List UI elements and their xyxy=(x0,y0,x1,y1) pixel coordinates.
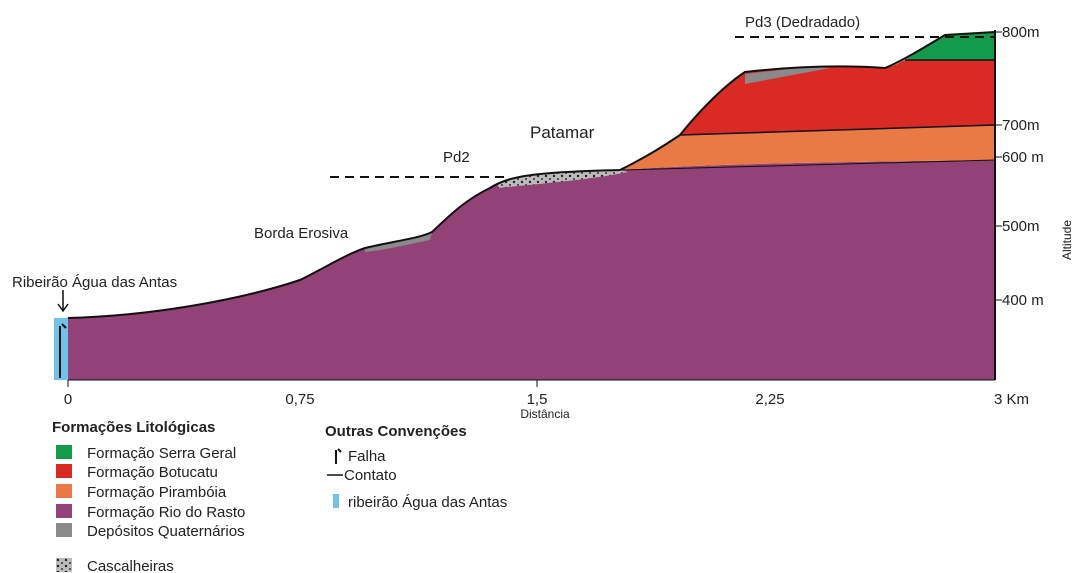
diagram: Pd3 (Dedradado) Patamar Pd2 Borda Erosiv… xyxy=(0,0,1075,573)
x-tick-label: 1,5 xyxy=(527,391,548,408)
river-icon xyxy=(333,494,339,508)
x-tick-label: 2,25 xyxy=(755,391,784,408)
annotation: Pd2 xyxy=(443,149,470,166)
legend-title: Outras Convenções xyxy=(325,423,467,440)
x-tick-label: 0 xyxy=(64,391,72,408)
legend-swatch xyxy=(56,464,72,478)
altitude-axis-label: Altitude xyxy=(1060,220,1074,260)
legend-label: Depósitos Quaternários xyxy=(87,523,245,540)
altitude-tick-label: 800m xyxy=(1002,24,1040,41)
x-tick-label: 3 Km xyxy=(994,391,1029,408)
x-axis-label: Distância xyxy=(520,407,570,421)
rio-do-rasto-layer xyxy=(68,160,995,380)
legend-swatch xyxy=(56,445,72,459)
legend-label: Formação Pirambóia xyxy=(87,484,227,501)
body: {"annotations": {"pd3": "Pd3 (Dedradado)… xyxy=(0,0,1075,573)
legend-title: Formações Litológicas xyxy=(52,419,215,436)
legend-formations: Formações Litológicas Formação Serra Ger… xyxy=(52,419,245,573)
legend-label: Cascalheiras xyxy=(87,558,174,573)
legend-label: Formação Rio do Rasto xyxy=(87,504,245,521)
altitude-tick-label: 400 m xyxy=(1002,292,1044,309)
fault-icon xyxy=(336,449,341,464)
legend-label: Falha xyxy=(348,448,386,465)
altitude-tick-label: 700m xyxy=(1002,117,1040,134)
arrow xyxy=(58,290,68,311)
annotation: Borda Erosiva xyxy=(254,225,349,242)
altitude-tick-label: 500m xyxy=(1002,218,1040,235)
x-axis: 0 0,75 1,5 2,25 3 Km Distância xyxy=(64,380,1029,421)
legend-label: ribeirão Água das Antas xyxy=(348,494,507,511)
altitude-tick-label: 600 m xyxy=(1002,149,1044,166)
x-tick-label: 0,75 xyxy=(285,391,314,408)
annotation: Ribeirão Água das Antas xyxy=(12,274,177,291)
legend-swatch xyxy=(56,558,72,572)
legend-conventions: Outras Convenções Falha Contato ribeirão… xyxy=(325,423,507,511)
annotation: Patamar xyxy=(530,123,595,142)
page: body { margin: 0; background: #fff; font… xyxy=(0,0,1075,573)
annotation: Pd3 (Dedradado) xyxy=(745,14,860,31)
legend-swatch xyxy=(56,484,72,498)
legend-label: Contato xyxy=(344,467,397,484)
legend-label: Formação Botucatu xyxy=(87,464,218,481)
altitude-axis: 800m 700m 600 m 500m 400 m Altitude xyxy=(995,24,1074,309)
legend-swatch xyxy=(56,504,72,518)
legend-label: Formação Serra Geral xyxy=(87,445,236,462)
legend-swatch xyxy=(56,523,72,537)
botucatu-layer xyxy=(680,60,995,135)
